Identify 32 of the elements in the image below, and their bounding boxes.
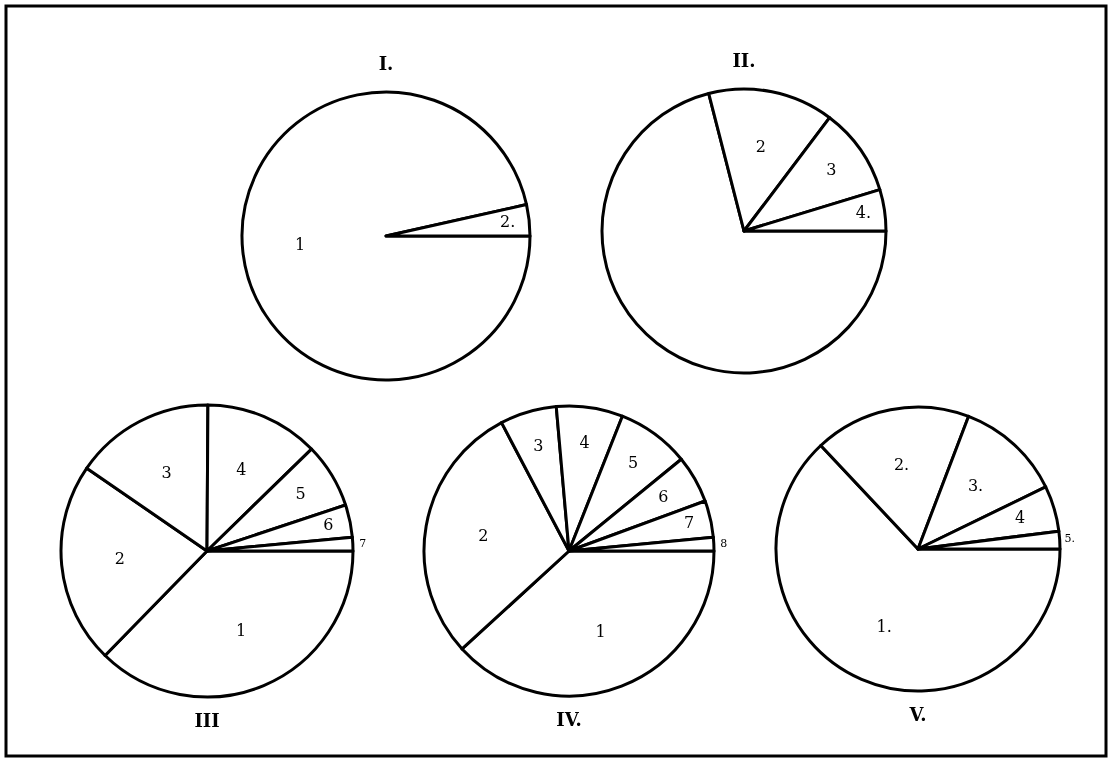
chart-title: I. (378, 53, 394, 74)
slice-label: 4 (1014, 508, 1026, 528)
text: III (194, 710, 220, 731)
slice-label: 1 (295, 234, 306, 254)
slice-label: 4 (579, 432, 590, 452)
slice-label: 3 (161, 462, 172, 482)
slice-label: 4 (236, 459, 247, 479)
pie-slice (600, 91, 888, 375)
slice-label: 3 (826, 159, 837, 179)
slice-label: 2. (500, 212, 516, 232)
slice-label: 2 (478, 525, 489, 545)
slice-label: 6 (658, 486, 669, 506)
slice-label: 7 (359, 536, 367, 550)
slice-label: 3. (967, 475, 984, 495)
slice-label: 1 (235, 621, 247, 641)
slice-label: 5. (1064, 532, 1075, 546)
text: V. (908, 704, 927, 725)
slice-label: 1 (595, 621, 606, 641)
chart-title: II. (732, 50, 756, 71)
slice-label: 3 (533, 436, 544, 456)
slice-label: 2 (114, 549, 125, 569)
slice-label: 1. (876, 616, 892, 636)
slice-label: 6 (323, 514, 334, 534)
slice-label: 7 (684, 513, 695, 533)
slice-label: 8 (720, 536, 728, 550)
slice-label: 2 (755, 136, 766, 156)
slice-label: 5 (295, 483, 306, 503)
pie-slice (240, 90, 532, 382)
slice-label: 4. (855, 202, 872, 222)
slice-label: 5 (628, 452, 639, 472)
slice-label: 2. (893, 454, 910, 474)
text: IV. (556, 709, 582, 730)
